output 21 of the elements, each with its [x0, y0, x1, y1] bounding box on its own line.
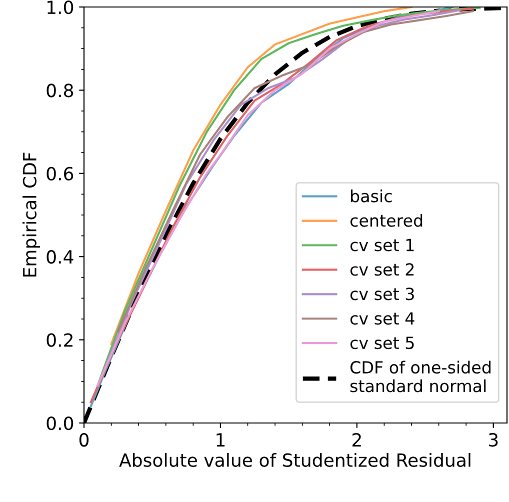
- x-tick-label: 0: [79, 433, 89, 447]
- legend-label: centered: [350, 214, 422, 227]
- legend-label: CDF of one-sided standard normal: [350, 360, 490, 392]
- y-tick-label: 0.4: [46, 250, 74, 264]
- y-tick-label: 0.8: [46, 84, 74, 98]
- x-tick-label: 1: [216, 433, 225, 446]
- x-axis-title: Absolute value of Studentized Residual: [119, 452, 470, 467]
- legend-label: cv set 1: [350, 238, 414, 252]
- legend-label: basic: [351, 189, 392, 202]
- y-tick-label: 0.2: [46, 333, 72, 347]
- legend-label: cv set 4: [350, 312, 414, 325]
- y-tick-label: 1.0: [48, 0, 74, 14]
- x-tick-label: 2: [352, 433, 361, 446]
- y-tick-label: 0.0: [46, 416, 74, 430]
- legend-label: cv set 2: [350, 263, 414, 276]
- legend-label: cv set 3: [350, 288, 414, 300]
- y-axis-title: Empirical CDF: [22, 152, 40, 277]
- y-tick-label: 0.6: [46, 166, 74, 181]
- legend-label: cv set 5: [350, 336, 414, 350]
- line-series: [117, 10, 474, 333]
- x-tick-label: 3: [488, 433, 498, 447]
